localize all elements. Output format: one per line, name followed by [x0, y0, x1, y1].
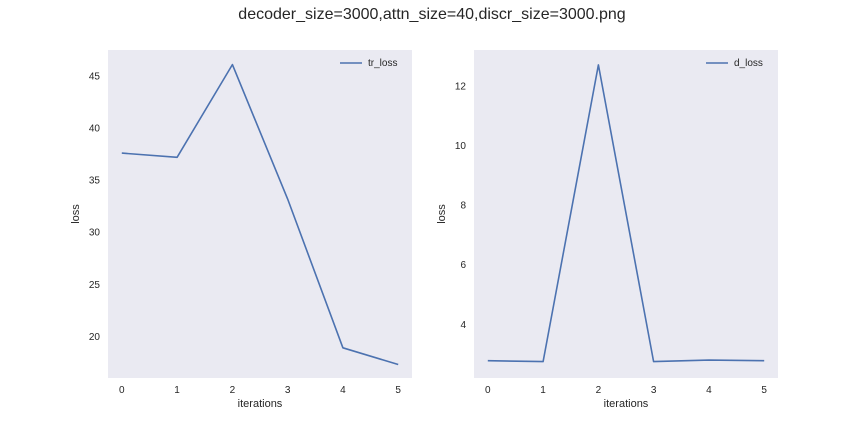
x-tick-label: 5 — [761, 385, 767, 396]
x-tick-label: 3 — [651, 385, 657, 396]
y-axis-label: loss — [436, 204, 448, 224]
x-tick-label: 1 — [540, 385, 546, 396]
y-tick-label: 6 — [460, 260, 466, 271]
x-tick-label: 2 — [596, 385, 602, 396]
x-tick-label: 4 — [706, 385, 712, 396]
figure-title: decoder_size=3000,attn_size=40,discr_siz… — [238, 6, 626, 23]
y-tick-label: 25 — [89, 280, 101, 291]
x-tick-label: 0 — [485, 385, 491, 396]
x-tick-label: 2 — [230, 385, 236, 396]
y-tick-label: 45 — [89, 72, 101, 83]
x-tick-label: 3 — [285, 385, 291, 396]
y-tick-label: 8 — [460, 201, 466, 212]
y-tick-label: 4 — [460, 320, 466, 331]
y-tick-label: 20 — [89, 332, 101, 343]
x-axis-label: iterations — [604, 398, 649, 410]
y-tick-label: 10 — [455, 141, 467, 152]
x-tick-label: 0 — [119, 385, 125, 396]
legend-label: tr_loss — [368, 58, 397, 69]
legend-label: d_loss — [734, 58, 763, 69]
x-tick-label: 5 — [395, 385, 401, 396]
x-axis-label: iterations — [238, 398, 283, 410]
y-tick-label: 30 — [89, 228, 101, 239]
x-tick-label: 4 — [340, 385, 346, 396]
y-axis-label: loss — [70, 204, 82, 224]
series-line-d-loss — [487, 64, 765, 363]
y-tick-label: 40 — [89, 124, 101, 135]
y-tick-label: 12 — [455, 81, 467, 92]
plot-area — [108, 50, 412, 378]
x-tick-label: 1 — [174, 385, 180, 396]
y-tick-label: 35 — [89, 176, 101, 187]
series-line-tr-loss — [121, 63, 399, 366]
